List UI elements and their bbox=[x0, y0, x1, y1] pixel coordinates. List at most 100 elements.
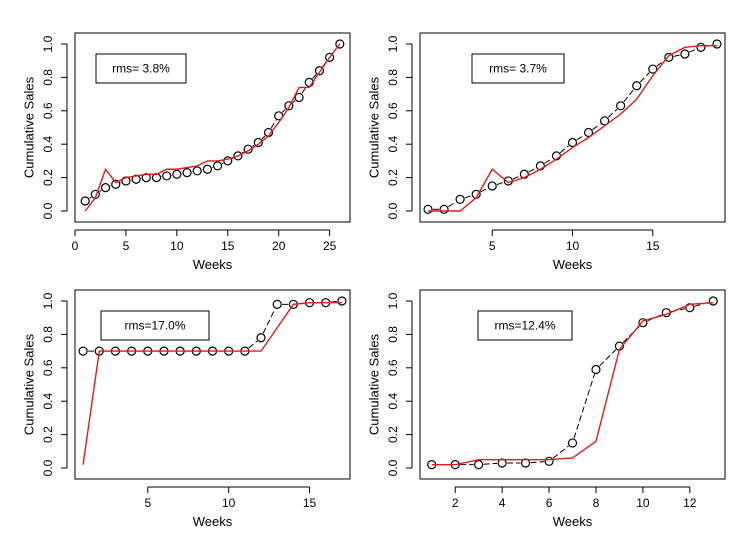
observed-point bbox=[664, 52, 674, 62]
model-line bbox=[82, 301, 342, 465]
x-tick-label: 5 bbox=[123, 239, 130, 253]
y-tick-label: 0.4 bbox=[386, 136, 400, 153]
model-line bbox=[84, 43, 341, 212]
observed-connector bbox=[270, 119, 277, 129]
observed-point bbox=[223, 156, 233, 166]
x-tick-label: 6 bbox=[546, 496, 553, 510]
observed-connector bbox=[530, 461, 545, 464]
y-tick-label: 0.0 bbox=[386, 459, 400, 476]
y-tick-label: 0.2 bbox=[386, 426, 400, 443]
rms-box bbox=[477, 310, 573, 341]
observed-connector bbox=[281, 108, 286, 113]
observed-point bbox=[111, 179, 121, 189]
x-tick-label: 0 bbox=[72, 239, 79, 253]
y-tick-label: 0.0 bbox=[386, 202, 400, 219]
x-tick-label: 25 bbox=[323, 239, 337, 253]
x-tick-label: 15 bbox=[646, 239, 660, 253]
rms-label: rms=17.0% bbox=[124, 319, 185, 333]
chart-panel-3: 5 10 15 0.0 0.2 0.4 0.6 0.8 1.0 Weeks Cumulative S… bbox=[22, 289, 351, 529]
x-tick-label: 10 bbox=[170, 239, 184, 253]
observed-connector bbox=[252, 144, 255, 147]
observed-point bbox=[335, 39, 345, 49]
observed-connector bbox=[448, 201, 457, 208]
observed-point bbox=[212, 161, 223, 171]
observed-point bbox=[712, 39, 722, 49]
observed-connector bbox=[599, 349, 617, 367]
y-tick-label: 0.4 bbox=[41, 393, 55, 410]
observed-connector bbox=[552, 445, 569, 459]
observed-connector bbox=[261, 135, 266, 140]
plot-frame bbox=[74, 289, 351, 480]
y-tick-label: 1.0 bbox=[41, 292, 55, 309]
observed-point bbox=[648, 64, 658, 74]
y-tick-label: 0.2 bbox=[41, 169, 55, 186]
observed-point bbox=[272, 299, 282, 309]
observed-point bbox=[80, 196, 90, 206]
x-tick-label: 5 bbox=[489, 239, 496, 253]
observed-point bbox=[632, 81, 642, 91]
y-tick-label: 1.0 bbox=[386, 292, 400, 309]
observed-connector bbox=[496, 181, 504, 185]
observed-connector bbox=[592, 123, 601, 130]
observed-point bbox=[680, 49, 690, 59]
observed-point bbox=[696, 42, 706, 52]
y-tick-label: 0.8 bbox=[386, 326, 400, 343]
observed-point bbox=[600, 116, 610, 126]
observed-connector bbox=[89, 196, 92, 199]
x-tick-label: 12 bbox=[683, 496, 697, 510]
plot-frame bbox=[419, 32, 726, 223]
observed-connector bbox=[623, 89, 634, 103]
observed-connector bbox=[559, 145, 569, 154]
x-axis-title: Weeks bbox=[193, 514, 233, 529]
observed-connector bbox=[232, 157, 234, 160]
observed-point bbox=[487, 181, 497, 191]
observed-point bbox=[583, 127, 594, 138]
observed-point bbox=[100, 183, 111, 193]
x-tick-label: 2 bbox=[452, 496, 459, 510]
y-tick-label: 0.8 bbox=[386, 69, 400, 86]
observed-point bbox=[474, 460, 484, 470]
y-tick-label: 1.0 bbox=[41, 35, 55, 52]
observed-connector bbox=[607, 108, 618, 118]
observed-point bbox=[294, 92, 304, 103]
observed-connector bbox=[221, 162, 224, 165]
x-tick-label: 10 bbox=[222, 496, 236, 510]
y-tick-label: 0.8 bbox=[41, 69, 55, 86]
observed-connector bbox=[262, 308, 276, 334]
observed-point bbox=[567, 137, 578, 148]
y-axis-title: Cumulative Sales bbox=[367, 333, 382, 435]
model-line bbox=[431, 301, 714, 466]
observed-point bbox=[567, 438, 578, 448]
rms-box bbox=[100, 310, 210, 341]
observed-connector bbox=[573, 374, 595, 439]
plot-frame bbox=[74, 32, 351, 223]
observed-point bbox=[172, 169, 182, 179]
y-tick-label: 0.0 bbox=[41, 202, 55, 219]
observed-connector bbox=[639, 72, 650, 83]
observed-point bbox=[182, 167, 192, 178]
observed-connector bbox=[544, 158, 553, 164]
observed-connector bbox=[292, 100, 296, 104]
y-axis-title: Cumulative Sales bbox=[22, 333, 37, 435]
y-tick-label: 0.6 bbox=[386, 102, 400, 119]
observed-connector bbox=[656, 59, 666, 67]
y-tick-label: 0.2 bbox=[386, 169, 400, 186]
y-tick-label: 0.6 bbox=[41, 359, 55, 376]
y-tick-label: 0.4 bbox=[386, 393, 400, 410]
rms-label: rms=12.4% bbox=[494, 319, 555, 333]
observed-point bbox=[243, 144, 253, 154]
x-tick-label: 15 bbox=[303, 496, 317, 510]
observed-connector bbox=[528, 167, 537, 173]
y-tick-label: 0.6 bbox=[386, 359, 400, 376]
observed-point bbox=[284, 101, 294, 111]
y-tick-label: 0.4 bbox=[41, 136, 55, 153]
rms-box bbox=[471, 53, 565, 84]
observed-point bbox=[544, 456, 554, 466]
observed-point bbox=[314, 66, 325, 76]
chart-panel-4: 2 4 6 8 10 12 0.0 0.2 0.4 0.6 0.8 1.0 Weeks Cumulativ… bbox=[367, 289, 726, 529]
observed-point bbox=[616, 101, 626, 111]
observed-connector bbox=[301, 86, 307, 94]
x-tick-label: 10 bbox=[636, 496, 650, 510]
x-tick-label: 15 bbox=[221, 239, 235, 253]
